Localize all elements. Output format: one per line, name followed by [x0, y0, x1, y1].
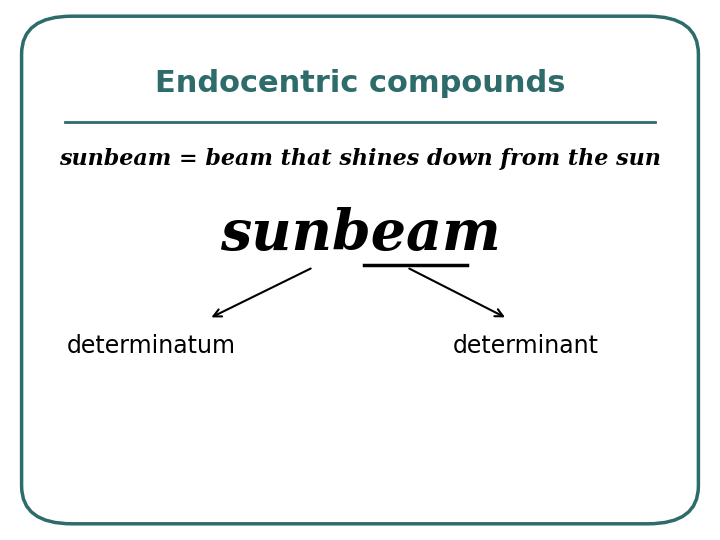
Text: determinatum: determinatum — [67, 334, 235, 357]
Text: sunbeam = beam that shines down from the sun: sunbeam = beam that shines down from the… — [59, 148, 661, 170]
Text: Endocentric compounds: Endocentric compounds — [155, 69, 565, 98]
Text: sunbeam: sunbeam — [220, 207, 500, 262]
FancyBboxPatch shape — [22, 16, 698, 524]
Text: determinant: determinant — [453, 334, 598, 357]
